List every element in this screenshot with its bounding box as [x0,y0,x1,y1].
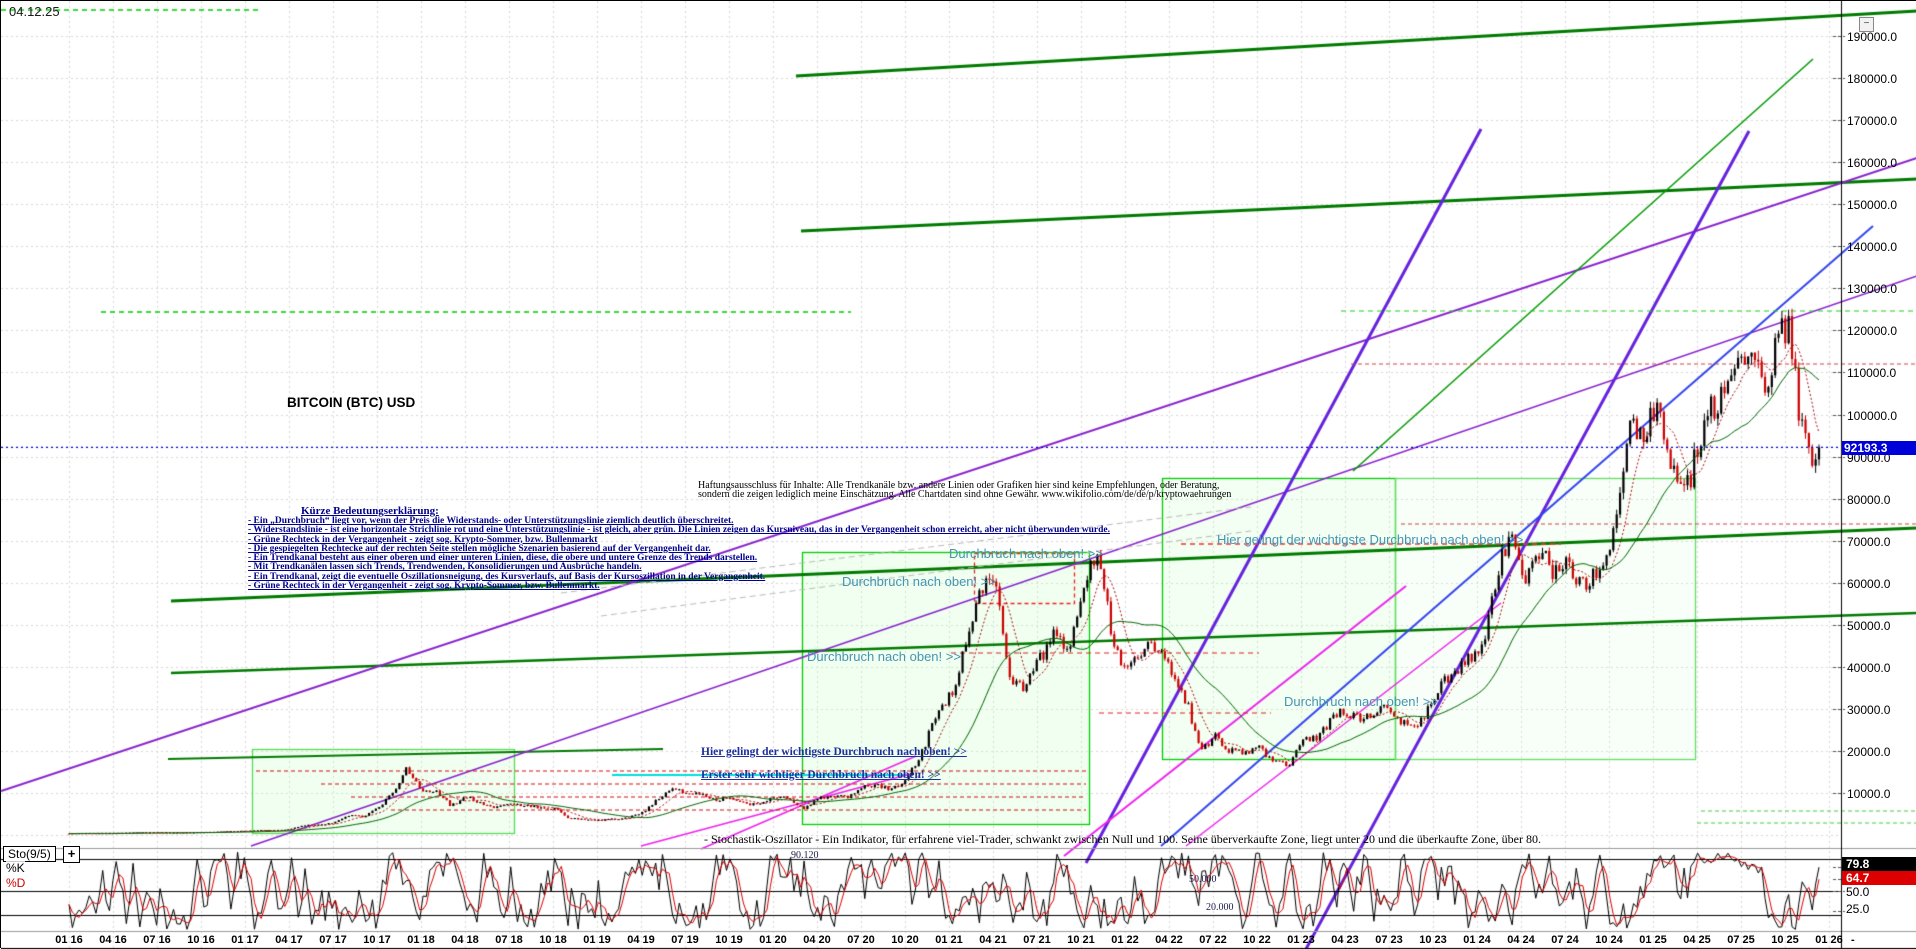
collapse-axis-icon[interactable]: − [1859,17,1874,32]
add-indicator-button[interactable]: + [63,846,80,863]
stochastic-indicator-label[interactable]: Sto(9/5) [3,846,56,862]
